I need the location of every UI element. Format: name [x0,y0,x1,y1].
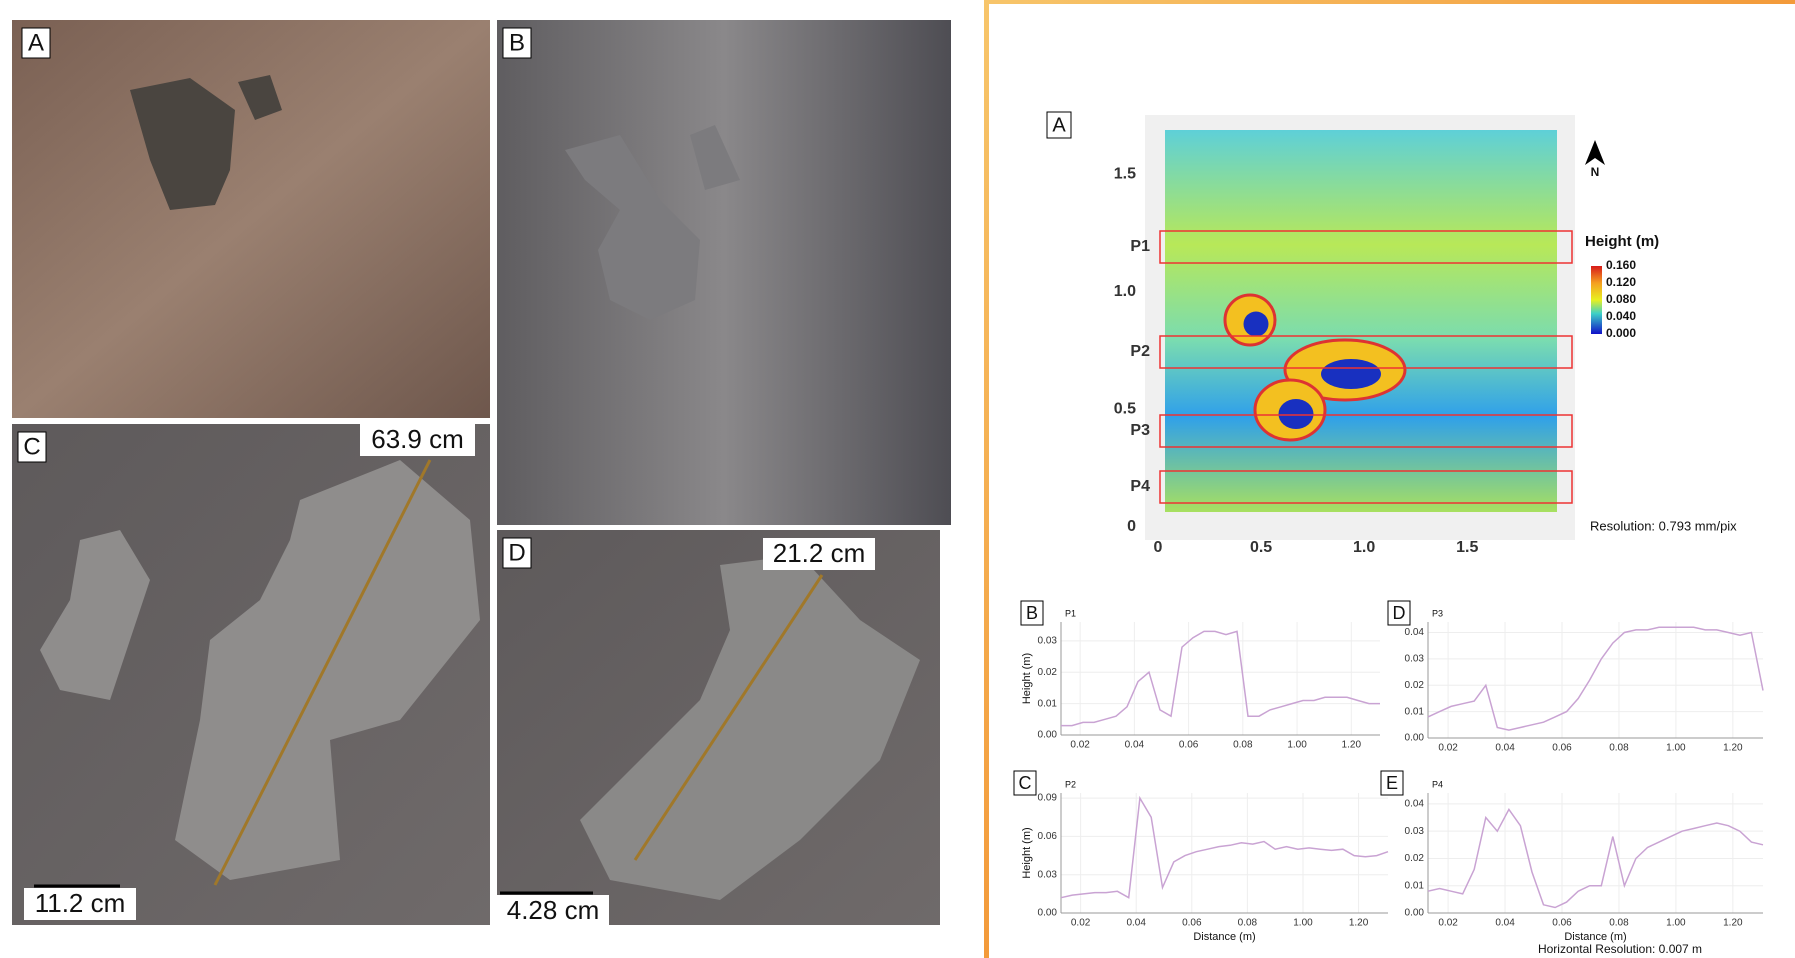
measure-label: 21.2 cm [773,538,866,568]
panel-label: B [1026,603,1038,623]
x-tick-label: 0.08 [1609,743,1629,754]
x-tick-label: 0.06 [1552,743,1572,754]
y-axis-label: Height (m) [1021,827,1033,878]
x-axis-label: Distance (m) [1193,931,1255,943]
x-tick-label: 0.02 [1438,918,1458,929]
x-tick-label: 1.5 [1456,539,1478,556]
panel-label: B [509,29,525,56]
figure: A B C D 63.9 cm 11.2 cm 21.2 cm 4.28 cm A 0 0.5 1.0… [0,0,1795,958]
rock-shadow [1321,359,1381,389]
legend-tick: 0.040 [1606,309,1636,323]
y-tick-label: 0.00 [1038,908,1058,919]
y-tick-label: 1.5 [1114,165,1136,182]
x-tick-label: 0.5 [1250,539,1272,556]
profile-line [1428,627,1763,730]
x-tick-label: 1.00 [1666,743,1686,754]
x-tick-label: 0.04 [1126,918,1146,929]
x-tick-label: 0.02 [1071,918,1091,929]
panel-label: D [508,539,525,566]
footer: Horizontal Resolution: 0.007 m [1538,942,1702,956]
y-tick-label: 0.02 [1038,667,1058,678]
x-tick-label: 1.00 [1293,918,1313,929]
panel-label: A [1052,114,1066,136]
measure-label: 4.28 cm [507,895,600,925]
y-tick-label: 0.00 [1405,908,1425,919]
y-tick-label: 0.02 [1405,680,1425,691]
x-tick-label: 0.04 [1125,740,1145,751]
x-tick-label: 0.08 [1233,740,1253,751]
profile-line [1061,631,1380,725]
north-label: N [1591,165,1600,179]
measure-label: 63.9 cm [371,424,464,454]
x-tick-label: 0.08 [1609,918,1629,929]
resolution: Resolution: 0.793 mm/pix [1590,518,1737,533]
profile-label: P4 [1130,478,1150,495]
legend-tick: 0.120 [1606,275,1636,289]
north-arrow [1585,140,1605,165]
y-tick-label: 0.03 [1405,826,1425,837]
y-tick-label: 0.01 [1405,880,1425,891]
y-axis-label: Height (m) [1021,653,1033,704]
colorbar [1591,266,1602,334]
y-tick-label: 0.00 [1038,730,1058,741]
divider [984,0,1795,4]
series-name: P1 [1065,608,1076,618]
panel-label: E [1386,773,1398,793]
series-name: P2 [1065,779,1076,789]
x-tick-label: 0.06 [1179,740,1199,751]
x-tick-label: 1.20 [1723,743,1743,754]
y-tick-label: 0.01 [1405,706,1425,717]
x-tick-label: 0.04 [1495,918,1515,929]
y-tick-label: 0.00 [1405,733,1425,744]
x-axis-label: Distance (m) [1564,931,1626,943]
x-tick-label: 1.00 [1666,918,1686,929]
x-tick-label: 0.06 [1182,918,1202,929]
panel-label: C [1019,773,1032,793]
legend-tick: 0.080 [1606,292,1636,306]
y-tick-label: 0.03 [1405,654,1425,665]
y-tick-label: 1.0 [1114,283,1136,300]
y-tick-label: 0.03 [1038,869,1058,880]
y-tick-label: 0 [1127,518,1136,535]
panel-label: C [23,433,40,460]
x-tick-label: 0.06 [1552,918,1572,929]
x-tick-label: 1.20 [1723,918,1743,929]
rock-shadow [1279,399,1314,429]
y-tick-label: 0.01 [1038,698,1058,709]
series-name: P3 [1432,608,1443,618]
series-name: P4 [1432,779,1443,789]
x-tick-label: 0.08 [1238,918,1258,929]
photo-panels [12,20,951,925]
rock-shadow [1244,312,1269,337]
legend-tick: 0.000 [1606,326,1636,340]
y-tick-label: 0.03 [1038,635,1058,646]
y-tick-label: 0.04 [1405,799,1425,810]
divider [984,0,989,958]
x-tick-label: 1.20 [1342,740,1362,751]
y-tick-label: 0.04 [1405,627,1425,638]
y-tick-label: 0.5 [1114,401,1136,418]
y-tick-label: 0.09 [1038,793,1058,804]
panel-label: A [28,29,44,56]
x-tick-label: 1.0 [1353,539,1375,556]
y-tick-label: 0.02 [1405,853,1425,864]
panel-label: D [1393,603,1406,623]
legend-title: Height (m) [1585,233,1659,250]
profile-line [1061,798,1388,898]
x-tick-label: 1.00 [1287,740,1307,751]
photo-b [497,20,951,525]
profile-label: P2 [1130,343,1150,360]
x-tick-label: 0 [1154,539,1163,556]
y-tick-label: 0.06 [1038,831,1058,842]
x-tick-label: 0.04 [1495,743,1515,754]
x-tick-label: 0.02 [1070,740,1090,751]
x-tick-label: 1.20 [1349,918,1369,929]
measure-label: 11.2 cm [35,888,126,918]
profile-label: P1 [1130,238,1150,255]
x-tick-label: 0.02 [1438,743,1458,754]
profile-label: P3 [1130,422,1150,439]
legend-tick: 0.160 [1606,258,1636,272]
